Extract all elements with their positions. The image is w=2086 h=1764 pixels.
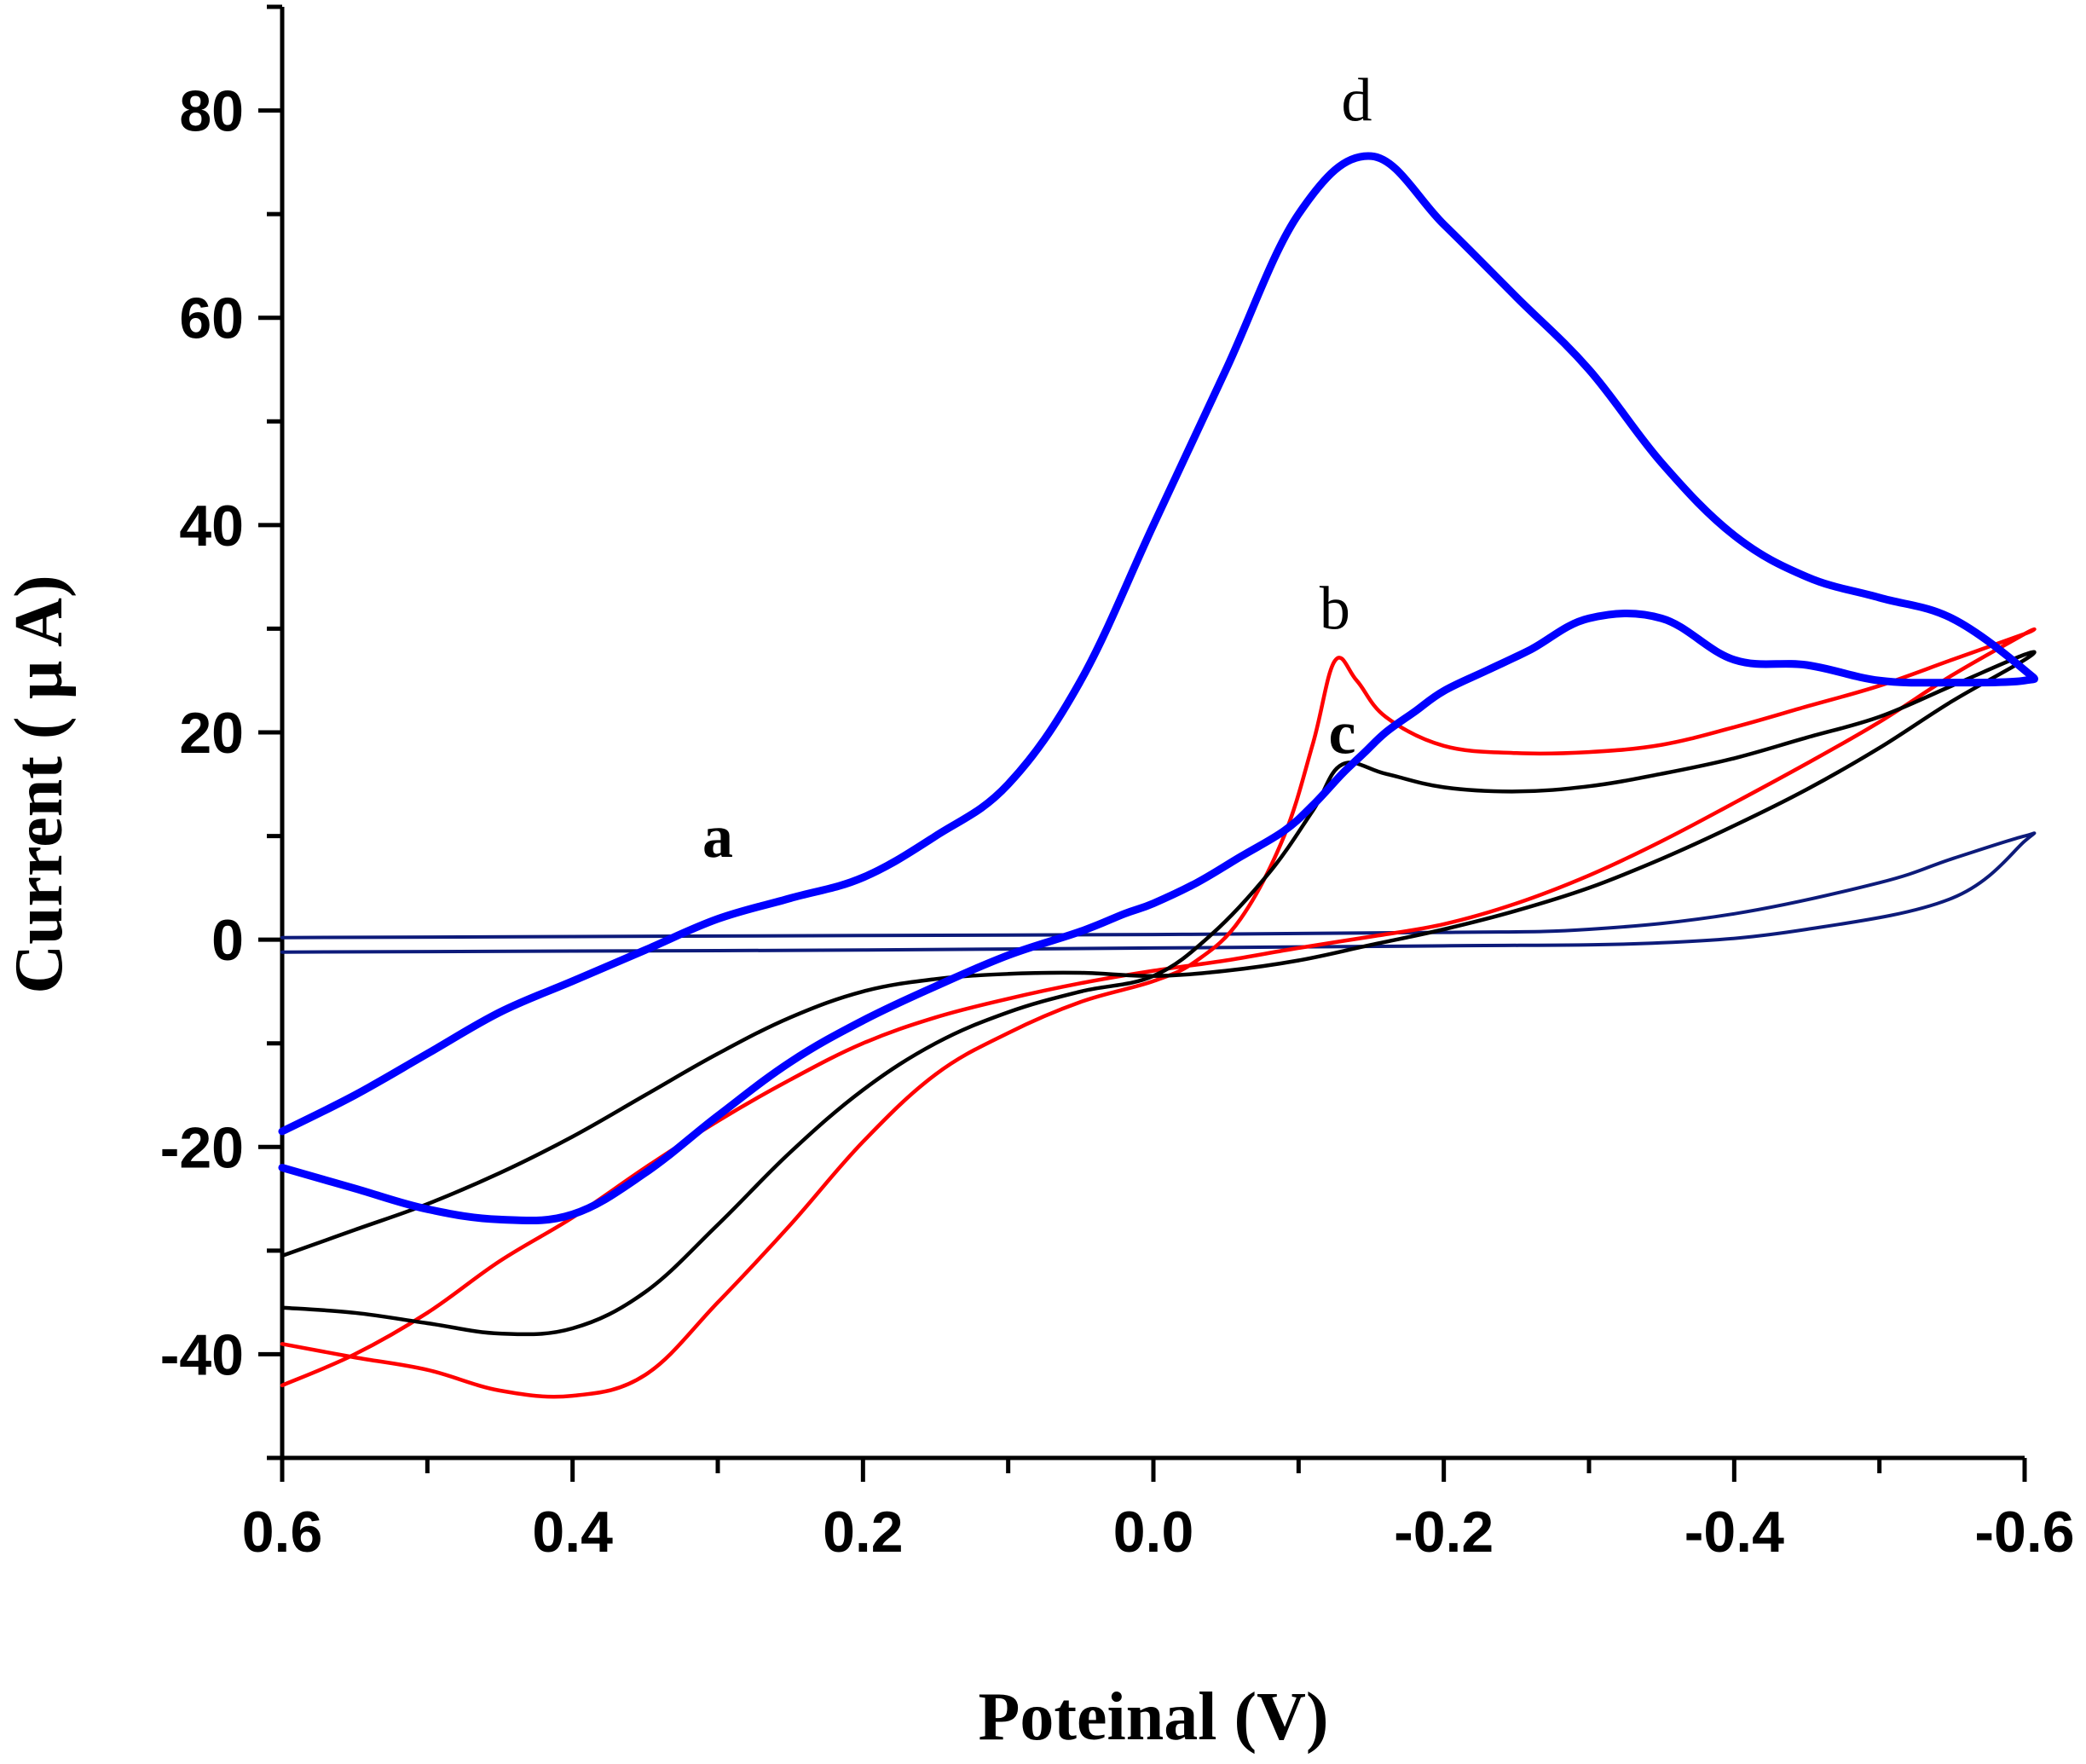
tick-labels: 0.6 0.4 0.2 0.0 -0.2 -0.4 -0.6 80 60 40 20 0 -20 -40: [160, 79, 2075, 1564]
y-tick-label: 20: [179, 701, 244, 766]
curve-label-d: d: [1341, 67, 1372, 135]
x-tick-label: -0.4: [1684, 1500, 1784, 1564]
series-line-d: [278, 152, 2038, 1225]
x-tick-label: -0.6: [1974, 1500, 2074, 1564]
x-tick-label: 0.2: [823, 1500, 904, 1564]
y-tick-label: 80: [179, 79, 244, 144]
series-line-a: [280, 831, 2037, 954]
y-tick-label: 40: [179, 494, 244, 558]
x-tick-label: -0.2: [1394, 1500, 1494, 1564]
y-tick-label: -20: [160, 1115, 244, 1180]
y-tick-label: 60: [179, 286, 244, 351]
x-tick-label: 0.4: [532, 1500, 613, 1564]
axes: [280, 7, 2025, 1460]
curve-label-a: a: [702, 802, 733, 870]
series-group: [278, 152, 2038, 1399]
series-line-c: [280, 650, 2037, 1337]
curve-labels: a bc d: [702, 67, 1372, 870]
x-tick-label: 0.6: [242, 1500, 323, 1564]
y-tick-label: -40: [160, 1322, 244, 1387]
curve-label-c: c: [1328, 698, 1355, 766]
curve-label-b: b: [1320, 574, 1350, 642]
y-tick-label: 0: [211, 908, 244, 973]
x-tick-label: 0.0: [1113, 1500, 1194, 1564]
x-axis-title: Poteinal (V): [978, 1680, 1328, 1755]
series-line-b: [280, 627, 2037, 1399]
ticks: [258, 4, 2027, 1482]
y-axis-title: Current ( µ A): [2, 575, 77, 993]
